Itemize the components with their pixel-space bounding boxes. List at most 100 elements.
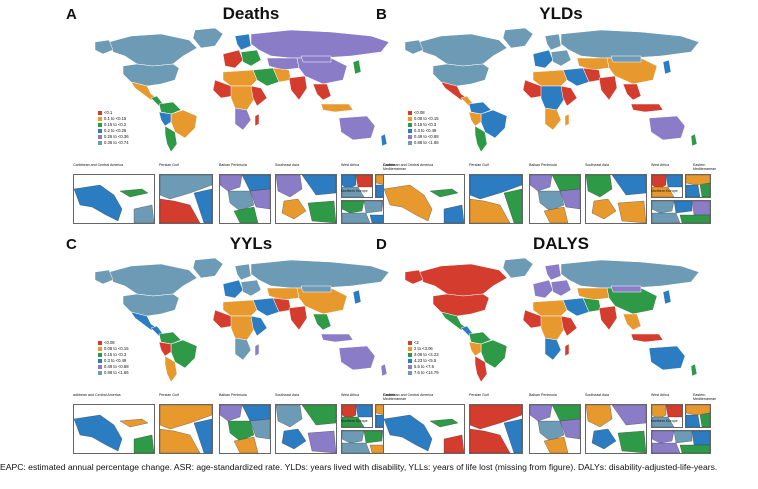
inset-region	[617, 200, 646, 223]
region-nz	[690, 133, 698, 147]
inset-region	[443, 204, 464, 223]
inset-map	[276, 175, 336, 223]
inset-region	[301, 405, 336, 426]
legend-item: 0.36 to <0.74	[98, 140, 129, 146]
region-china	[296, 287, 348, 315]
panel-letter: D	[376, 236, 387, 253]
inset-region	[355, 175, 372, 188]
region-weurope	[532, 49, 554, 69]
region-colven	[158, 101, 182, 115]
inset-frame	[585, 174, 647, 224]
inset-region	[543, 206, 569, 223]
legend-swatch	[98, 135, 102, 139]
panel-letter: A	[66, 6, 77, 23]
panel-dalys: D DALYS <2 2 to <3.06 3.06 to <4.23 4.23 to…	[376, 234, 746, 461]
legend-label: 3.06 to <4.23	[414, 352, 439, 357]
legend-label: 0.2 to <0.26	[104, 128, 127, 133]
inset-region	[559, 188, 580, 210]
legend-label: 0.08 to <0.15	[104, 346, 129, 351]
legend-swatch	[408, 347, 412, 351]
region-australia	[648, 115, 686, 141]
world-map	[94, 27, 390, 153]
inset-map	[652, 175, 682, 197]
region-seasia	[622, 83, 642, 101]
map-legend: <0.08 0.08 to <0.15 0.15 to <0.3 0.3 to <0.…	[408, 110, 439, 146]
region-greenland	[502, 27, 534, 49]
inset-map	[470, 405, 522, 453]
region-india	[288, 305, 308, 331]
inset-title: Southeast Asia	[275, 393, 299, 397]
region-safrica	[544, 337, 562, 361]
world-map	[94, 257, 390, 383]
region-madagascar	[254, 343, 260, 357]
inset-frame	[73, 404, 155, 454]
legend-swatch	[408, 359, 412, 363]
region-indonesia	[630, 333, 664, 343]
legend-item: 5.5 to <7.6	[408, 364, 439, 370]
legend-item: 0.08 to <0.15	[408, 116, 439, 122]
region-weurope	[222, 49, 244, 69]
inset-title: aribbean and Central America	[73, 393, 121, 397]
inset-frame	[651, 200, 711, 224]
inset-frame	[469, 404, 523, 454]
legend-swatch	[98, 141, 102, 145]
legend-swatch	[408, 117, 412, 121]
inset-region	[276, 175, 303, 198]
inset-region	[611, 175, 646, 196]
region-brazil	[480, 339, 508, 369]
inset-frame	[159, 174, 213, 224]
region-russia	[250, 259, 390, 289]
inset-region	[119, 418, 149, 428]
region-eafrica	[560, 315, 578, 337]
inset-title: Caribbean and Central America	[383, 393, 434, 397]
inset-map	[384, 175, 464, 223]
legend-item: 0.15 to <0.3	[98, 352, 129, 358]
inset-frame	[685, 404, 711, 428]
map-legend: <0.1 0.1 to <0.15 0.15 to <0.2 0.2 to <0.26…	[98, 110, 129, 146]
region-india	[288, 75, 308, 101]
region-nafrica	[532, 69, 568, 87]
inset-title: Northern Europe	[341, 419, 368, 423]
inset-title: Northern Europe	[651, 419, 678, 423]
inset-map	[652, 431, 710, 453]
map-legend: <0.08 0.08 to <0.15 0.15 to <0.3 0.3 to <0.…	[98, 340, 129, 376]
region-safrica	[234, 337, 252, 361]
inset-title: Persian Gulf	[469, 163, 489, 167]
inset-region	[220, 405, 243, 422]
inset-frame	[159, 404, 213, 454]
region-colven	[468, 331, 492, 345]
inset-title: Southeast Asia	[275, 163, 299, 167]
legend-label: 5.5 to <7.6	[414, 364, 434, 369]
inset-title: West Africa	[341, 393, 360, 397]
inset-region	[133, 434, 154, 453]
region-russia	[560, 259, 700, 289]
inset-region	[249, 418, 270, 440]
inset-title: Caribbean and Central America	[383, 163, 434, 167]
region-southcone	[474, 355, 488, 383]
legend-item: 0.88 to <1.66	[98, 370, 129, 376]
inset-region	[652, 186, 675, 197]
inset-maps: aribbean and Central America Persian Gulf…	[73, 393, 433, 454]
inset-region	[503, 188, 522, 223]
inset-region	[530, 405, 553, 422]
inset-map	[652, 201, 710, 223]
legend-swatch	[98, 347, 102, 351]
inset-map	[342, 175, 372, 197]
region-china	[296, 57, 348, 85]
legend-item: 0.88 to <1.66	[408, 140, 439, 146]
inset-region	[699, 412, 710, 427]
region-seasia	[312, 313, 332, 331]
inset-region	[74, 414, 123, 452]
region-japan	[662, 59, 672, 75]
region-eafrica	[560, 85, 578, 107]
inset-region	[307, 200, 336, 223]
inset-region	[543, 436, 569, 453]
region-madagascar	[564, 343, 570, 357]
legend-item: 0.49 to <0.88	[408, 134, 439, 140]
inset-region	[652, 416, 675, 427]
region-andes	[468, 111, 482, 127]
panel-ylds: B YLDs <0.08 0.08 to <0.15 0.15 to <0.3 0.3…	[376, 4, 746, 231]
inset-region	[429, 418, 459, 428]
inset-region	[537, 420, 565, 442]
region-brazil	[480, 109, 508, 139]
